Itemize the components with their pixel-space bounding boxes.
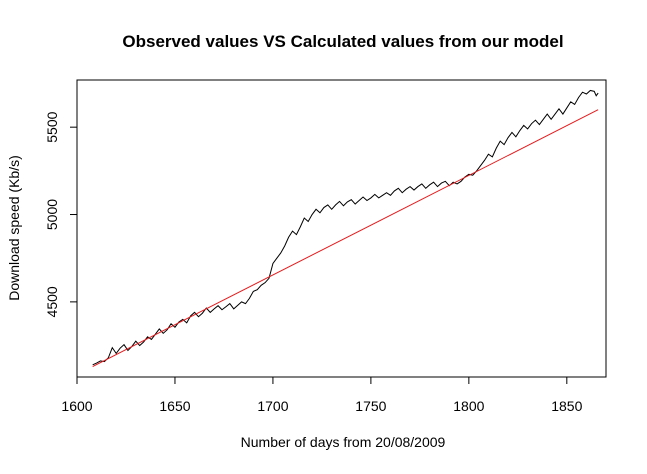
x-tick-label: 1850: [551, 398, 582, 414]
x-axis: 1600 1650 1700 1750 1800 1850: [61, 376, 583, 414]
y-axis: 4500 5000 5500: [44, 111, 78, 317]
x-axis-label: Number of days from 20/08/2009: [241, 434, 446, 450]
observed-series-line: [92, 89, 599, 366]
y-axis-label: Download speed (Kb/s): [6, 155, 22, 301]
chart-title: Observed values VS Calculated values fro…: [122, 32, 563, 51]
series-layer: [92, 89, 599, 367]
x-tick-label: 1600: [61, 398, 92, 414]
x-tick-label: 1650: [159, 398, 190, 414]
y-tick-label: 5000: [44, 199, 60, 230]
x-tick-label: 1800: [453, 398, 484, 414]
calculated-series-line: [92, 109, 599, 367]
y-tick-label: 5500: [44, 111, 60, 142]
x-tick-label: 1750: [355, 398, 386, 414]
y-tick-label: 4500: [44, 286, 60, 317]
x-tick-label: 1700: [257, 398, 288, 414]
